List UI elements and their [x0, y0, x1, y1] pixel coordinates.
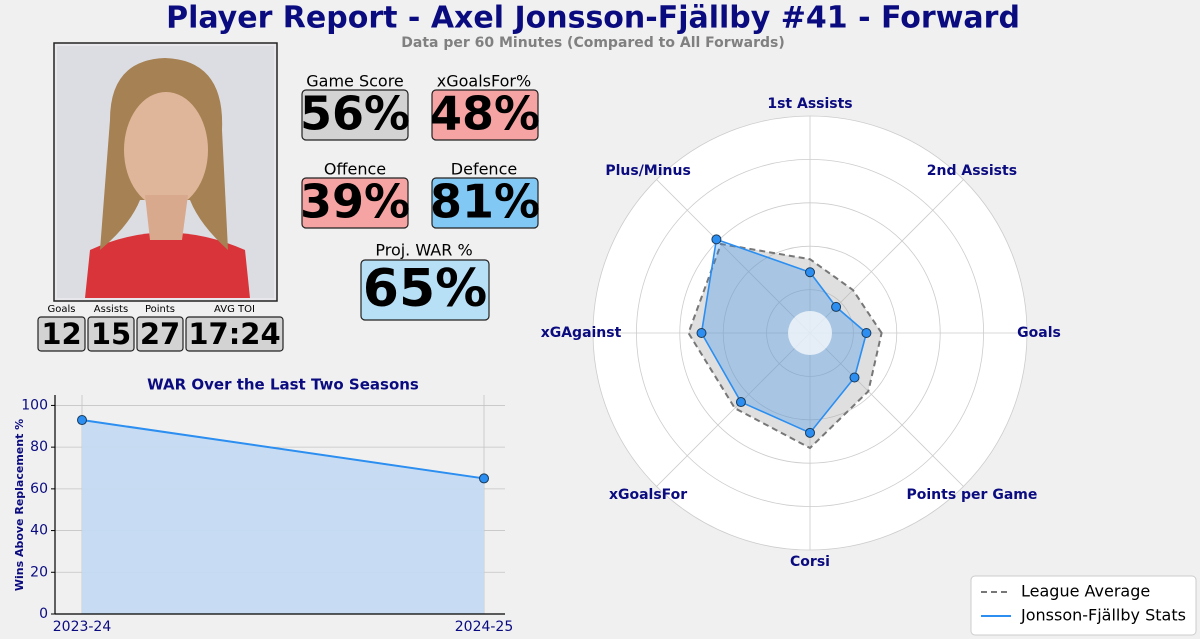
total-value: 17:24: [188, 317, 280, 351]
rating-value: 56%: [300, 87, 410, 141]
total-box: [185, 316, 284, 352]
title: Player Report - Axel Jonsson-Fjällby #41…: [166, 1, 1020, 36]
point: [861, 328, 872, 338]
total-label: Goals: [48, 304, 76, 315]
total-label: Assists: [94, 304, 128, 315]
legend-label: Jonsson-Fjällby Stats: [1020, 606, 1186, 625]
rating-box: [301, 177, 409, 229]
y-tick-label: 20: [30, 564, 48, 580]
grid-spoke: [809, 332, 964, 487]
legend-box: [970, 575, 1197, 636]
total-box: [37, 316, 86, 352]
center-hole: [788, 311, 832, 355]
y-tick-label: 40: [30, 523, 48, 539]
total-label: AVG TOI: [214, 304, 255, 315]
axis-label: Plus/Minus: [605, 163, 690, 179]
chart-title: WAR Over the Last Two Seasons: [147, 376, 419, 394]
axis-label: 2nd Assists: [927, 163, 1017, 179]
legend-label: League Average: [1021, 582, 1150, 601]
point: [77, 415, 87, 426]
rating-value: 81%: [430, 175, 540, 229]
axis-label: xGoalsFor: [609, 487, 687, 503]
x-tick-label: 2024-25: [455, 619, 514, 635]
point: [849, 372, 860, 383]
total-value: 15: [91, 317, 131, 351]
point: [805, 267, 815, 278]
rating-box: [431, 177, 539, 229]
total-value: 12: [41, 317, 81, 351]
point: [805, 427, 815, 438]
x-tick-label: 2023-24: [53, 619, 112, 635]
axis-label: 1st Assists: [767, 96, 852, 112]
rating-box: [431, 89, 539, 141]
y-tick-label: 0: [39, 606, 48, 622]
axis-label: Corsi: [790, 554, 830, 570]
rating-label: Defence: [451, 160, 517, 179]
point: [831, 301, 842, 312]
point: [735, 397, 746, 408]
line: [81, 419, 485, 480]
area: [82, 420, 484, 614]
rating-box: [301, 89, 409, 141]
rating-value: 65%: [363, 259, 487, 319]
y-tick-label: 60: [30, 481, 48, 497]
player-photo: [53, 42, 278, 302]
rating-label: xGoalsFor%: [437, 72, 531, 91]
rating-label: Proj. WAR %: [375, 241, 472, 260]
axis-label: Goals: [1017, 325, 1061, 341]
rating-label: Game Score: [306, 72, 404, 91]
y-tick-label: 80: [30, 439, 48, 455]
point: [711, 234, 722, 245]
total-value: 27: [140, 317, 180, 351]
point: [479, 473, 489, 484]
axis-label: xGAgainst: [541, 325, 622, 341]
subtitle: Data per 60 Minutes (Compared to All For…: [401, 35, 784, 51]
grid-spoke: [656, 179, 811, 334]
rating-value: 39%: [300, 175, 410, 229]
y-axis-label: Wins Above Replacement %: [13, 419, 26, 591]
total-box: [136, 316, 184, 352]
point: [696, 328, 707, 338]
total-label: Points: [145, 304, 175, 315]
grid-spoke: [656, 332, 811, 487]
average-area: [687, 242, 883, 450]
rating-value: 48%: [430, 87, 540, 141]
y-tick-label: 100: [21, 397, 48, 413]
axis-label: Points per Game: [906, 487, 1037, 503]
total-box: [87, 316, 135, 352]
rating-label: Offence: [324, 160, 386, 179]
rating-box: [360, 259, 490, 321]
